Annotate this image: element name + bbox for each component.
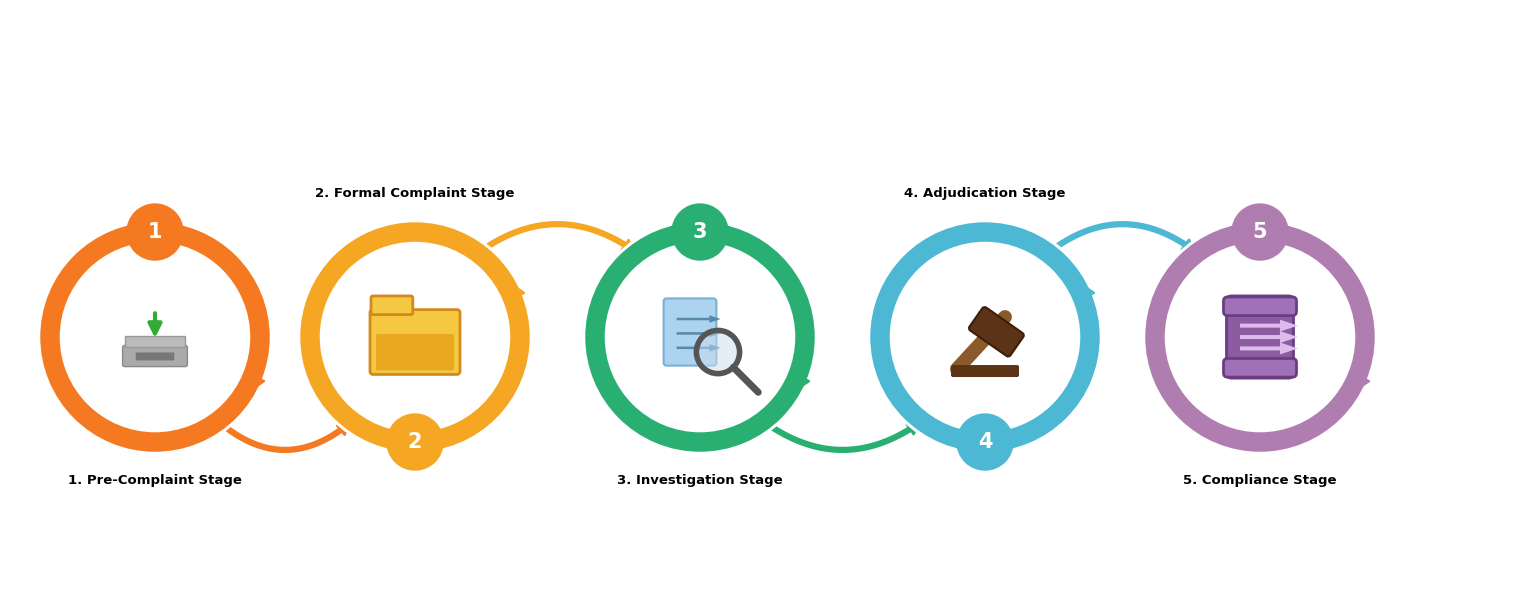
- Text: 4: 4: [978, 432, 992, 452]
- Circle shape: [126, 204, 183, 260]
- FancyBboxPatch shape: [969, 307, 1024, 357]
- FancyBboxPatch shape: [1223, 359, 1297, 377]
- FancyBboxPatch shape: [1226, 296, 1294, 378]
- Text: 2: 2: [408, 432, 422, 452]
- Circle shape: [696, 330, 739, 374]
- Text: 3. Investigation Stage: 3. Investigation Stage: [618, 474, 782, 487]
- Circle shape: [38, 220, 273, 454]
- FancyArrow shape: [676, 344, 721, 351]
- FancyArrow shape: [676, 315, 721, 323]
- FancyArrow shape: [1240, 331, 1298, 343]
- Circle shape: [1143, 220, 1377, 454]
- Circle shape: [387, 414, 444, 470]
- FancyBboxPatch shape: [123, 346, 188, 367]
- Circle shape: [339, 261, 491, 413]
- FancyBboxPatch shape: [371, 296, 413, 315]
- Text: 4. Adjudication Stage: 4. Adjudication Stage: [904, 187, 1066, 200]
- Text: In FY 2020, the average complaint processing time for complaint closures was 612: In FY 2020, the average complaint proces…: [183, 562, 1357, 586]
- FancyArrow shape: [1240, 319, 1298, 332]
- Text: 3: 3: [693, 222, 707, 242]
- Circle shape: [1184, 261, 1337, 413]
- Circle shape: [584, 220, 818, 454]
- Text: 1: 1: [148, 222, 162, 242]
- Text: EEO Complaint Process: EEO Complaint Process: [23, 27, 818, 86]
- Circle shape: [79, 261, 231, 413]
- Circle shape: [909, 261, 1061, 413]
- Text: 5. Compliance Stage: 5. Compliance Stage: [1183, 474, 1337, 487]
- Circle shape: [624, 261, 776, 413]
- FancyBboxPatch shape: [125, 336, 185, 348]
- FancyArrow shape: [676, 330, 721, 337]
- Text: 1. Pre-Complaint Stage: 1. Pre-Complaint Stage: [68, 474, 242, 487]
- FancyArrow shape: [1240, 343, 1298, 354]
- Circle shape: [956, 414, 1013, 470]
- FancyBboxPatch shape: [370, 310, 460, 375]
- FancyBboxPatch shape: [664, 299, 716, 365]
- FancyBboxPatch shape: [376, 334, 454, 370]
- FancyBboxPatch shape: [136, 353, 174, 360]
- Text: 5: 5: [1252, 222, 1267, 242]
- Circle shape: [1232, 204, 1287, 260]
- FancyBboxPatch shape: [1223, 297, 1297, 316]
- Text: 2. Formal Complaint Stage: 2. Formal Complaint Stage: [316, 187, 514, 200]
- Circle shape: [671, 204, 728, 260]
- FancyBboxPatch shape: [952, 365, 1019, 377]
- Circle shape: [299, 220, 531, 454]
- Circle shape: [869, 220, 1103, 454]
- Text: Summary: EEO complaint processing is the
investigation of workplace discriminati: Summary: EEO complaint processing is the…: [916, 27, 1311, 86]
